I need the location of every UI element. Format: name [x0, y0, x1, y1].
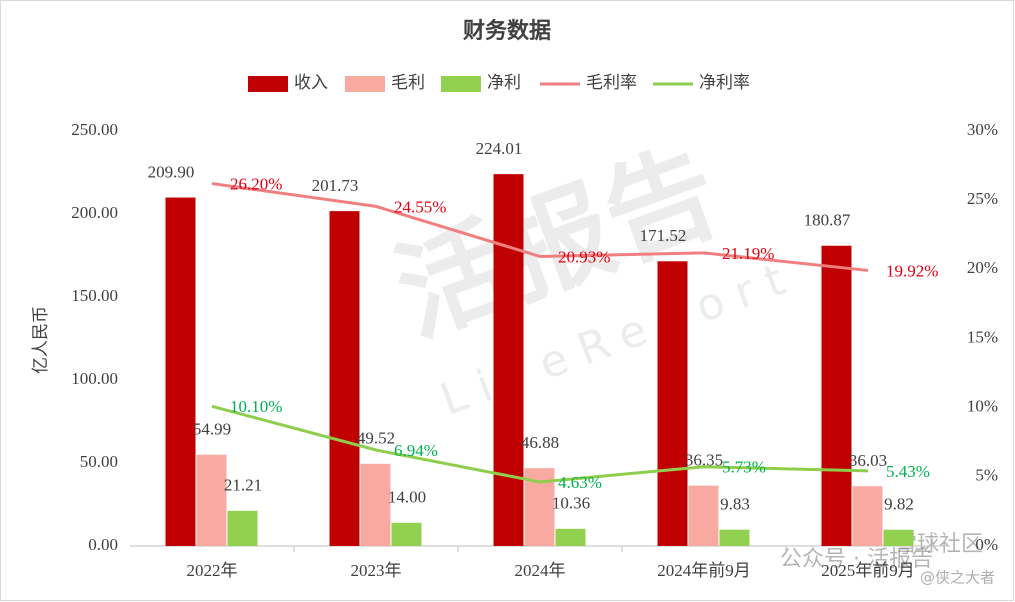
data-label: 54.99 — [193, 420, 231, 439]
bar — [227, 510, 258, 546]
x-tick-label: 2025年前9月 — [821, 561, 915, 580]
bar — [688, 485, 719, 546]
data-label: 10.36 — [552, 494, 590, 513]
y2-tick-label: 20% — [967, 258, 998, 277]
x-tick-label: 2023年 — [351, 561, 402, 580]
bar — [165, 197, 196, 547]
legend-swatch — [248, 76, 288, 92]
bar — [329, 211, 360, 546]
data-label: 49.52 — [357, 429, 395, 448]
bar — [196, 454, 227, 546]
data-label: 201.73 — [312, 176, 359, 195]
data-label: 14.00 — [388, 488, 426, 507]
data-label: 21.21 — [224, 476, 262, 495]
line-label: 20.93% — [558, 247, 610, 266]
line-label: 6.94% — [394, 441, 438, 460]
bar — [821, 245, 852, 546]
legend-swatch — [441, 76, 481, 92]
line — [211, 182, 869, 272]
legend-label: 毛利 — [391, 73, 425, 92]
data-label: 36.03 — [849, 451, 887, 470]
legend-swatch — [345, 76, 385, 92]
y-tick-label: 250.00 — [71, 120, 118, 139]
data-label: 171.52 — [640, 226, 687, 245]
line-label: 10.10% — [230, 397, 282, 416]
data-label: 9.82 — [884, 495, 914, 514]
bar — [493, 174, 524, 546]
y2-tick-label: 15% — [967, 327, 998, 346]
line-label: 24.55% — [394, 197, 446, 216]
line-label: 26.20% — [230, 174, 282, 193]
y2-tick-label: 25% — [967, 189, 998, 208]
y2-tick-label: 30% — [967, 120, 998, 139]
data-label: 9.83 — [720, 495, 750, 514]
y2-tick-label: 0% — [975, 535, 998, 554]
y-tick-label: 100.00 — [71, 369, 118, 388]
x-tick-label: 2024年前9月 — [657, 561, 751, 580]
bar — [719, 529, 750, 546]
bar — [657, 261, 688, 546]
data-label: 36.35 — [685, 451, 723, 470]
bar — [391, 522, 422, 546]
line-label: 4.63% — [558, 473, 602, 492]
data-label: 224.01 — [476, 139, 523, 158]
watermark: @侠之大者 — [920, 569, 995, 587]
line-label: 5.43% — [886, 462, 930, 481]
bar — [852, 486, 883, 546]
legend-label: 净利 — [487, 73, 521, 92]
data-label: 46.88 — [521, 433, 559, 452]
watermark: 公众号 · 活报告 — [780, 547, 933, 572]
line-label: 5.73% — [722, 458, 766, 477]
y-tick-label: 50.00 — [80, 452, 118, 471]
y-tick-label: 0.00 — [88, 535, 118, 554]
line-label: 19.92% — [886, 261, 938, 280]
data-label: 209.90 — [148, 162, 195, 181]
chart-title: 财务数据 — [463, 18, 551, 43]
legend-label: 收入 — [294, 73, 328, 92]
legend-label: 净利率 — [699, 73, 750, 92]
line — [211, 404, 869, 484]
y2-tick-label: 5% — [975, 466, 998, 485]
x-tick-label: 2022年 — [187, 561, 238, 580]
line-label: 21.19% — [722, 244, 774, 263]
y-tick-label: 200.00 — [71, 203, 118, 222]
y2-tick-label: 10% — [967, 397, 998, 416]
y-axis-title: 亿人民币 — [31, 306, 50, 374]
legend-label: 毛利率 — [586, 73, 637, 92]
x-tick-label: 2024年 — [515, 561, 566, 580]
bar — [360, 463, 391, 546]
data-label: 180.87 — [804, 211, 851, 230]
bar — [555, 528, 586, 546]
y-tick-label: 150.00 — [71, 286, 118, 305]
bar — [883, 529, 914, 546]
